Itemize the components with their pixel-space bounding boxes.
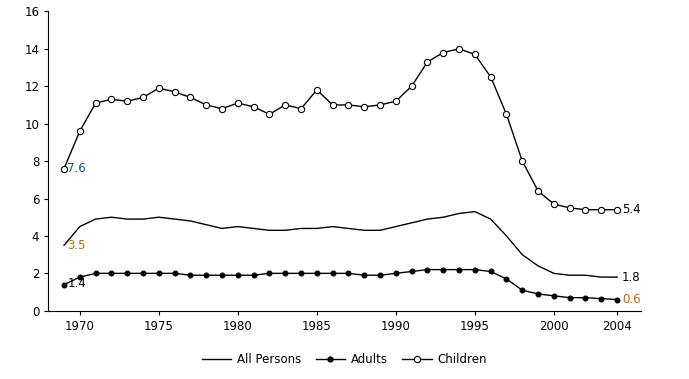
Text: 0.6: 0.6	[621, 293, 641, 306]
Text: 1.8: 1.8	[621, 271, 641, 283]
Legend: All Persons, Adults, Children: All Persons, Adults, Children	[197, 348, 492, 371]
Text: 5.4: 5.4	[621, 203, 641, 216]
Text: 7.6: 7.6	[68, 162, 86, 175]
Text: 1.4: 1.4	[68, 277, 86, 290]
Text: 3.5: 3.5	[68, 239, 85, 252]
